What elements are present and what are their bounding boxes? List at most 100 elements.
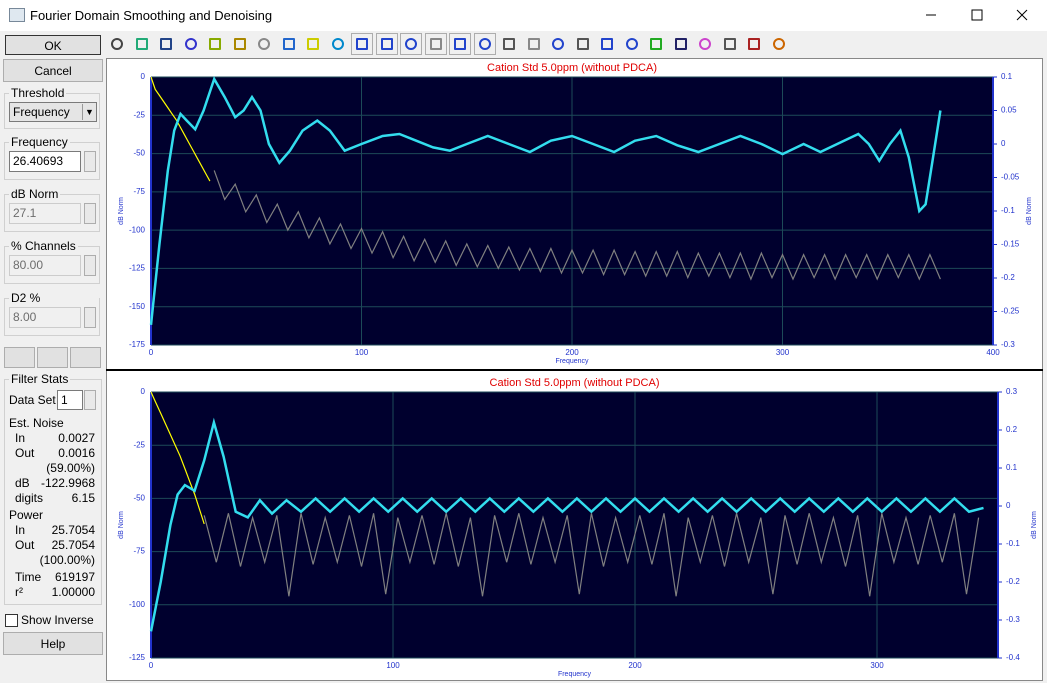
toolbar-button[interactable] xyxy=(621,33,643,55)
toolbar-button[interactable] xyxy=(449,33,471,55)
toolbar-icon xyxy=(748,38,760,50)
y-tick-label: 0 xyxy=(141,387,146,396)
stat-value: 0.0016 xyxy=(58,446,95,460)
smoothing-input: 8.00 xyxy=(9,307,81,328)
stat-label: Time xyxy=(15,570,42,584)
y-tick-label: -150 xyxy=(129,302,146,311)
toolbar-button[interactable] xyxy=(596,33,618,55)
toolbar-button[interactable] xyxy=(743,33,765,55)
toolbar-button[interactable] xyxy=(572,33,594,55)
spinner xyxy=(84,255,96,276)
threshold-select[interactable]: Frequency xyxy=(9,102,97,122)
toolbar-icon xyxy=(111,38,123,50)
toolbar-icon xyxy=(135,38,148,50)
y-tick-label: -175 xyxy=(129,340,146,349)
stat-row: In 0.0027 xyxy=(15,431,95,445)
toolbar-icon xyxy=(380,38,393,50)
x-tick-label: 300 xyxy=(870,661,884,670)
toolbar-button[interactable] xyxy=(719,33,741,55)
toolbar-icon xyxy=(503,38,515,50)
app-icon xyxy=(9,8,25,22)
stat-value: 0.0027 xyxy=(58,431,95,445)
y2-tick-label: -0.2 xyxy=(1001,273,1015,282)
stat-row: r² 1.00000 xyxy=(15,585,95,599)
toolbar-icon xyxy=(674,38,687,50)
y-tick-label: -25 xyxy=(133,440,145,449)
data-set-input[interactable]: 1 xyxy=(57,390,83,410)
toolbar-button[interactable] xyxy=(694,33,716,55)
stat-row: (100.00%) xyxy=(15,553,95,567)
y2-tick-label: -0.25 xyxy=(1001,307,1020,316)
dropdown-arrow[interactable]: ▼ xyxy=(82,104,96,120)
window-controls xyxy=(926,9,1028,21)
separator xyxy=(106,369,1043,371)
chart-title: Cation Std 5.0ppm (without PDCA) xyxy=(490,377,660,389)
series-line xyxy=(150,391,205,525)
toolbar-button[interactable] xyxy=(253,33,275,55)
y2-axis-label: dB Norm xyxy=(1031,511,1038,539)
show-inverse-label[interactable]: Show Inverse xyxy=(21,613,94,627)
toolbar-button[interactable] xyxy=(155,33,177,55)
series-line xyxy=(149,75,942,326)
x-tick-label: 100 xyxy=(386,661,400,670)
x-tick-label: 300 xyxy=(776,348,790,357)
smoothing-group: D2 % Smoothing 8.00 xyxy=(4,291,100,336)
toolbar-button[interactable] xyxy=(302,33,324,55)
spinner[interactable] xyxy=(84,151,96,172)
group-label: Frequency xyxy=(9,135,70,149)
toolbar-button[interactable] xyxy=(523,33,545,55)
toolbar-button[interactable] xyxy=(645,33,667,55)
toolbar-button[interactable] xyxy=(204,33,226,55)
toolbar-icon xyxy=(258,38,270,50)
toolbar-button[interactable] xyxy=(424,33,447,55)
toolbar-button[interactable] xyxy=(498,33,520,55)
y-tick-label: -50 xyxy=(133,149,145,158)
stat-value: (100.00%) xyxy=(39,553,95,567)
stat-row: Out 25.7054 xyxy=(15,538,95,552)
paste-button[interactable] xyxy=(4,347,35,368)
toolbar-button[interactable] xyxy=(180,33,202,55)
stat-label: Out xyxy=(15,446,35,460)
toolbar-button[interactable] xyxy=(375,33,398,55)
ok-button[interactable]: OK xyxy=(5,35,101,55)
toolbar-icon xyxy=(576,38,589,50)
x-axis-label: Frequency xyxy=(555,358,589,365)
y2-tick-label: -0.1 xyxy=(1006,539,1020,548)
spinner[interactable] xyxy=(84,390,96,410)
toolbar-button[interactable] xyxy=(768,33,790,55)
toolbar-button[interactable] xyxy=(327,33,349,55)
toolbar-button[interactable] xyxy=(670,33,692,55)
series-line xyxy=(213,170,941,281)
save-button[interactable] xyxy=(37,347,68,368)
checkbox[interactable] xyxy=(5,614,18,627)
y-tick-label: -25 xyxy=(133,110,145,119)
chart: Cation Std 5.0ppm (without PDCA) 0 100 200 3… xyxy=(118,377,1038,678)
toolbar-button[interactable] xyxy=(400,33,422,55)
maximize[interactable] xyxy=(971,9,983,21)
close[interactable] xyxy=(1016,9,1028,21)
y-tick-label: -50 xyxy=(133,494,145,503)
x-tick-label: 200 xyxy=(565,348,579,357)
x-tick-label: 0 xyxy=(149,348,154,357)
toolbar-button[interactable] xyxy=(131,33,153,55)
x-tick-label: 200 xyxy=(628,661,642,670)
y-tick-label: -125 xyxy=(129,653,146,662)
help-button[interactable]: Help xyxy=(3,632,103,655)
frequency-input[interactable]: 26.40693 xyxy=(9,151,81,172)
cancel-button[interactable]: Cancel xyxy=(3,59,103,82)
title-bar: Fourier Domain Smoothing and Denoising xyxy=(0,0,1047,31)
toolbar-button[interactable] xyxy=(473,33,496,55)
stat-value: (59.00%) xyxy=(46,461,95,475)
stat-label: digits xyxy=(15,491,44,505)
group-label: % Channels xyxy=(9,239,78,253)
y2-tick-label: -0.3 xyxy=(1006,615,1020,624)
toolbar-button[interactable] xyxy=(229,33,251,55)
toolbar-button[interactable] xyxy=(278,33,300,55)
stat-row: In 25.7054 xyxy=(15,523,95,537)
toolbar-button[interactable] xyxy=(106,33,128,55)
table-button[interactable] xyxy=(70,347,101,368)
toolbar-button[interactable] xyxy=(351,33,373,55)
chart-title: Cation Std 5.0ppm (without PDCA) xyxy=(487,62,657,74)
toolbar-button[interactable] xyxy=(547,33,569,55)
